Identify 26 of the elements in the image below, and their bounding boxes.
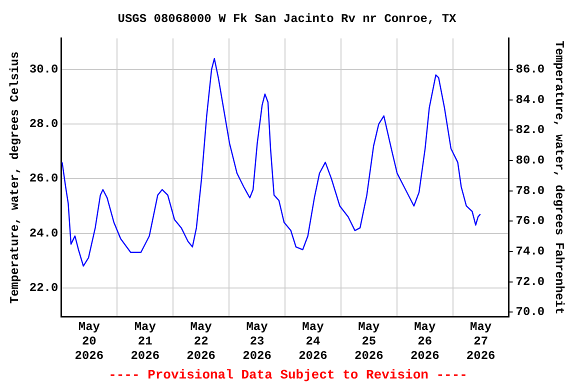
y-tick-label: 30.0 — [29, 62, 58, 77]
y2-axis-title: Temperature, water, degrees Fahrenheit — [552, 40, 566, 314]
y-tick-label: 28.0 — [29, 117, 58, 132]
y2-tick-label: 72.0 — [516, 274, 545, 289]
y-tick-label: 26.0 — [29, 172, 58, 186]
y2-tick-label: 86.0 — [516, 62, 545, 76]
x-tick-label: May 20 2026 — [74, 320, 104, 363]
y2-tick-label: 74.0 — [516, 244, 545, 258]
x-tick-label: May 27 2026 — [466, 320, 496, 363]
y2-tick-label: 76.0 — [516, 214, 545, 228]
x-tick-label: May 26 2026 — [410, 320, 440, 363]
chart-title: USGS 08068000 W Fk San Jacinto Rv nr Conroe, TX — [118, 12, 458, 26]
x-tick-label: May 22 2026 — [186, 320, 216, 363]
x-tick-label: May 23 2026 — [242, 320, 272, 363]
x-tick-label: May 21 2026 — [130, 320, 160, 363]
y2-tick-label: 80.0 — [516, 153, 545, 168]
x-tick-label: May 24 2026 — [298, 320, 328, 363]
y2-tick-label: 70.0 — [516, 305, 545, 320]
y-tick-label: 22.0 — [29, 280, 58, 295]
text: ---- Provisional Data Subject to Revision ---- — [108, 367, 468, 382]
y2-tick-label: 84.0 — [516, 92, 545, 107]
x-tick-label: May 25 2026 — [354, 320, 384, 363]
y2-tick-label: 78.0 — [516, 184, 545, 198]
y2-tick-label: 82.0 — [516, 123, 545, 138]
y-axis-title: Temperature, water, degrees Celsius — [8, 52, 22, 304]
y-tick-label: 24.0 — [29, 226, 58, 240]
